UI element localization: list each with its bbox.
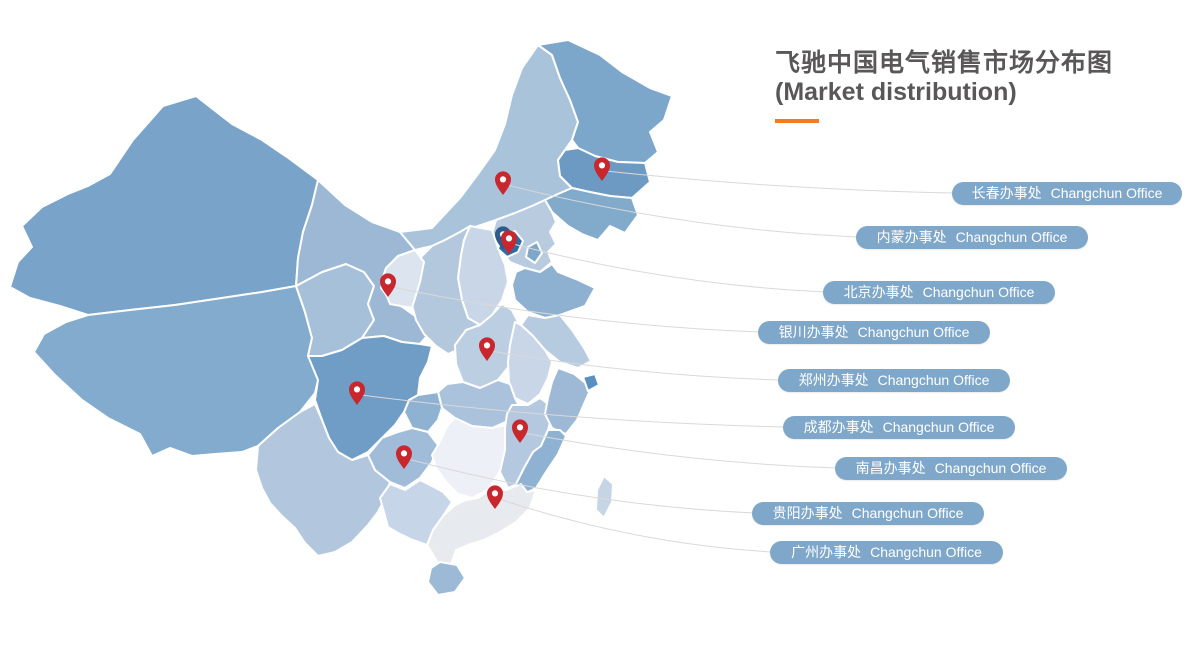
connector-line	[605, 170, 955, 194]
province-xinjiang	[9, 95, 319, 316]
connector-line	[498, 498, 773, 553]
office-name-cn: 长春办事处	[971, 185, 1042, 201]
pin-hole	[598, 162, 606, 169]
title-block: 飞驰中国电气销售市场分布图 (Market distribution)	[775, 48, 1200, 123]
pin-hole	[516, 424, 524, 431]
office-name-cn: 贵阳办事处	[772, 505, 843, 521]
office-label[interactable]: 银川办事处 Changchun Office	[758, 321, 990, 344]
office-label[interactable]: 南昌办事处 Changchun Office	[835, 457, 1067, 480]
title-underline	[775, 118, 819, 123]
pin-hole	[353, 386, 361, 393]
office-name-cn: 南昌办事处	[855, 460, 926, 476]
pin-hole	[483, 342, 491, 349]
office-name-en: Changchun Office	[870, 544, 982, 560]
map-pin[interactable]	[495, 171, 511, 195]
office-name-cn: 北京办事处	[843, 284, 914, 300]
province-hunan	[431, 417, 513, 499]
province-shandong	[511, 263, 596, 319]
office-name-cn: 成都办事处	[803, 419, 874, 435]
province-guangxi	[379, 479, 453, 546]
province-ningxia	[380, 249, 425, 309]
map-pin[interactable]	[479, 337, 495, 361]
connector-layer	[360, 170, 955, 553]
office-name-en: Changchun Office	[882, 419, 995, 435]
office-name-en: Changchun Office	[877, 372, 990, 388]
connector-line	[512, 243, 826, 293]
office-label[interactable]: 内蒙办事处 Changchun Office	[856, 226, 1088, 249]
pin-hole	[505, 235, 513, 242]
office-name-cn: 广州办事处	[791, 544, 862, 560]
office-name-cn: 银川办事处	[778, 324, 849, 340]
office-name-cn: 郑州办事处	[798, 372, 869, 388]
province-taiwan	[595, 475, 614, 519]
office-label[interactable]: 郑州办事处 Changchun Office	[778, 369, 1010, 392]
pin-hole	[499, 176, 507, 183]
office-name-en: Changchun Office	[934, 460, 1047, 476]
map-pin[interactable]	[501, 230, 517, 254]
office-label[interactable]: 长春办事处 Changchun Office	[952, 182, 1182, 205]
province-layer	[9, 39, 673, 596]
office-name-en: Changchun Office	[955, 229, 1068, 245]
map-pin[interactable]	[512, 419, 528, 443]
page-title-en: (Market distribution)	[775, 78, 1017, 106]
connector-line	[360, 394, 786, 428]
office-name-en: Changchun Office	[851, 505, 964, 521]
office-name-cn: 内蒙办事处	[876, 229, 947, 245]
office-name-en: Changchun Office	[1050, 185, 1163, 201]
connector-line	[490, 350, 781, 381]
province-zhejiang	[544, 367, 592, 435]
connector-line	[407, 458, 755, 514]
province-shanghai	[582, 373, 600, 392]
office-name-en: Changchun Office	[857, 324, 970, 340]
pin-layer	[349, 157, 610, 509]
pin-hole	[491, 490, 499, 497]
office-label[interactable]: 成都办事处 Changchun Office	[783, 416, 1015, 439]
province-tianjin	[525, 241, 543, 264]
province-anhui	[507, 321, 553, 405]
page-title-cn: 飞驰中国电气销售市场分布图	[775, 49, 1114, 77]
office-name-en: Changchun Office	[922, 284, 1035, 300]
connector-line	[391, 286, 761, 333]
province-yunnan	[255, 403, 391, 557]
office-label[interactable]: 北京办事处 Changchun Office	[823, 281, 1055, 304]
connector-line	[523, 432, 838, 469]
map-pin[interactable]	[487, 485, 503, 509]
office-label[interactable]: 广州办事处 Changchun Office	[770, 541, 1003, 564]
map-pin[interactable]	[594, 157, 610, 181]
office-label[interactable]: 贵阳办事处 Changchun Office	[752, 502, 984, 525]
connector-line	[506, 184, 859, 238]
province-hainan	[427, 561, 466, 596]
map-pin[interactable]	[396, 445, 412, 469]
map-pin[interactable]	[380, 273, 396, 297]
pin-hole	[384, 278, 392, 285]
pin-hole	[400, 450, 408, 457]
map-pin[interactable]	[349, 381, 365, 405]
